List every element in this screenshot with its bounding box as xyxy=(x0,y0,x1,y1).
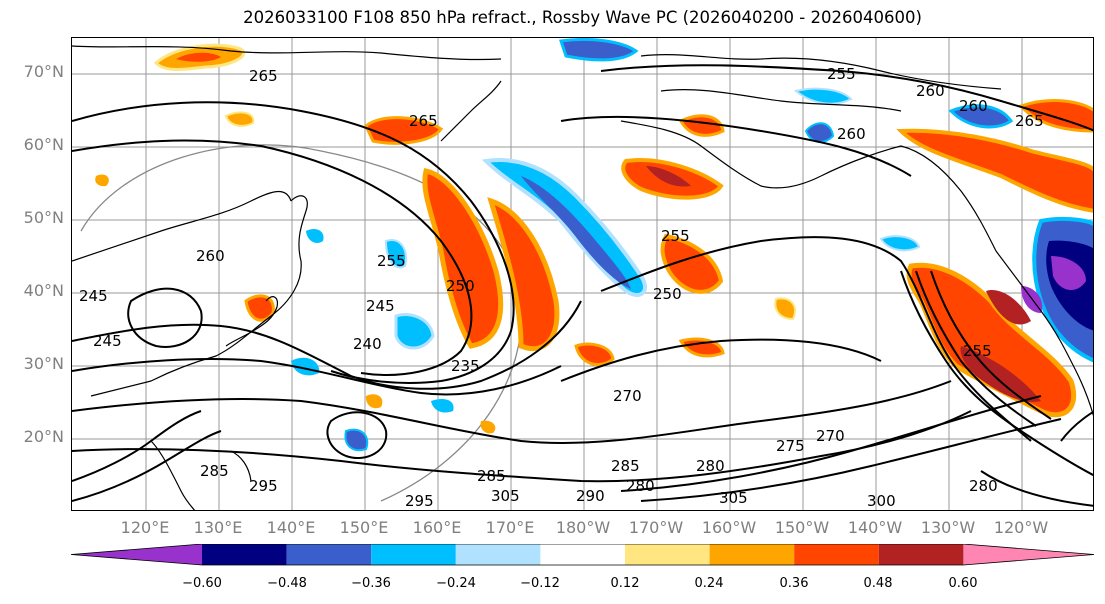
lon-label: 170°W xyxy=(628,518,684,537)
lon-label: 170°E xyxy=(485,518,535,537)
lat-label-30: 30°N xyxy=(23,354,64,373)
contour-label: 275 xyxy=(776,437,805,455)
lon-label: 150°W xyxy=(774,518,830,537)
colorbar-tick: 0.60 xyxy=(948,576,978,591)
contour-label: 260 xyxy=(837,125,866,143)
contour-label-group: 265 265 255 260 260 260 260 255 250 245 … xyxy=(79,65,1044,510)
chart-title: 2026033100 F108 850 hPa refract., Rossby… xyxy=(243,8,922,27)
colorbar-segment xyxy=(540,544,625,565)
contour-label: 300 xyxy=(867,492,896,510)
contour-label: 295 xyxy=(405,492,434,510)
coastlines xyxy=(72,45,1093,510)
lat-label-60: 60°N xyxy=(23,135,64,154)
colorbar-tick: −0.36 xyxy=(351,576,391,591)
colorbar-segment xyxy=(286,544,372,565)
contour-label: 285 xyxy=(477,467,506,485)
contour-label: 255 xyxy=(963,342,992,360)
contour-label: 270 xyxy=(816,427,845,445)
lat-label-70: 70°N xyxy=(23,62,64,81)
lon-label: 140°E xyxy=(266,518,316,537)
lon-label: 160°E xyxy=(412,518,462,537)
contour-label: 265 xyxy=(1015,112,1044,130)
colorbar-tick: −0.60 xyxy=(182,576,222,591)
contour-label: 265 xyxy=(409,112,438,130)
contour-label: 260 xyxy=(916,82,945,100)
contour-label: 255 xyxy=(827,65,856,83)
contour-label: 245 xyxy=(93,332,122,350)
colorbar-tick: 0.36 xyxy=(779,576,809,591)
colorbar-min-extend xyxy=(71,544,202,565)
lat-label-20: 20°N xyxy=(23,427,64,446)
colorbar-segment xyxy=(455,544,541,565)
colorbar-segment xyxy=(709,544,795,565)
lon-label: 140°W xyxy=(847,518,903,537)
contour-label: 265 xyxy=(249,67,278,85)
lat-label-50: 50°N xyxy=(23,208,64,227)
colorbar-max-extend xyxy=(963,544,1094,565)
colorbar-segment xyxy=(202,544,287,565)
lon-label: 160°W xyxy=(701,518,757,537)
lon-label: 120°E xyxy=(120,518,170,537)
colorbar-segment xyxy=(625,544,710,565)
height-contours xyxy=(72,64,1093,507)
contour-label: 280 xyxy=(969,477,998,495)
lon-label: 120°W xyxy=(993,518,1049,537)
contour-label: 270 xyxy=(613,387,642,405)
contour-label: 245 xyxy=(79,287,108,305)
colorbar-tick: 0.12 xyxy=(610,576,640,591)
contour-label: 255 xyxy=(661,227,690,245)
contour-label: 305 xyxy=(491,487,520,505)
colorbar-segment xyxy=(878,544,964,565)
colorbar-outline xyxy=(70,544,1095,566)
colorbar xyxy=(70,544,1095,566)
colorbar-tick: −0.12 xyxy=(520,576,560,591)
colorbar-segment xyxy=(371,544,456,565)
lon-label: 130°E xyxy=(193,518,243,537)
contour-label: 240 xyxy=(353,335,382,353)
contour-label: 250 xyxy=(653,285,682,303)
contour-label: 290 xyxy=(576,487,605,505)
contour-label: 250 xyxy=(446,277,475,295)
contour-label: 295 xyxy=(249,477,278,495)
colorbar-tick: −0.24 xyxy=(436,576,476,591)
colorbar-tick: 0.48 xyxy=(863,576,893,591)
map-panel: 265 265 255 260 260 260 260 255 250 245 … xyxy=(71,37,1094,511)
contour-label: 260 xyxy=(196,247,225,265)
lon-label: 180°W xyxy=(555,518,611,537)
contour-label: 235 xyxy=(451,357,480,375)
contour-label: 245 xyxy=(366,297,395,315)
colorbar-segments xyxy=(70,544,1095,566)
contour-label: 280 xyxy=(626,477,655,495)
lat-label-40: 40°N xyxy=(23,281,64,300)
map-canvas: 265 265 255 260 260 260 260 255 250 245 … xyxy=(72,38,1093,510)
contour-label: 285 xyxy=(611,457,640,475)
contour-label: 255 xyxy=(377,252,406,270)
contour-label: 260 xyxy=(959,97,988,115)
lon-label: 150°E xyxy=(339,518,389,537)
lon-label: 130°W xyxy=(920,518,976,537)
colorbar-segment xyxy=(794,544,879,565)
colorbar-tick: −0.48 xyxy=(267,576,307,591)
contour-label: 280 xyxy=(696,457,725,475)
colorbar-tick: 0.24 xyxy=(694,576,724,591)
contour-label: 305 xyxy=(719,489,748,507)
contour-label: 285 xyxy=(200,462,229,480)
